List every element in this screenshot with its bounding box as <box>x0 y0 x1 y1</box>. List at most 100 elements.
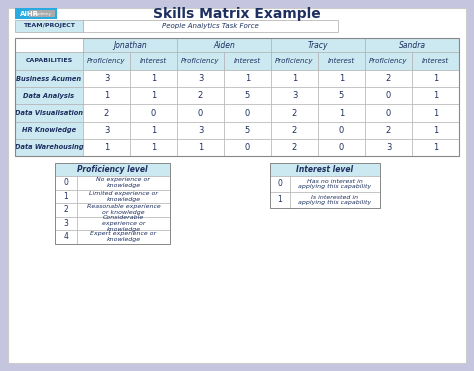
Bar <box>224 87 271 104</box>
Text: 0: 0 <box>245 108 250 118</box>
Bar <box>271 104 318 122</box>
Bar <box>15 52 83 70</box>
Text: 0: 0 <box>64 178 68 187</box>
Text: CAPABILITIES: CAPABILITIES <box>26 59 73 63</box>
Text: Has no interest in
applying this capability: Has no interest in applying this capabil… <box>298 178 372 190</box>
Bar <box>365 104 412 122</box>
Bar <box>177 70 224 87</box>
Text: 0: 0 <box>386 108 391 118</box>
Text: Limited experience or
knowledge: Limited experience or knowledge <box>89 191 158 202</box>
Text: HR Knowledge: HR Knowledge <box>22 127 76 133</box>
Text: Proficiency level: Proficiency level <box>77 165 148 174</box>
Text: 4: 4 <box>64 232 68 241</box>
Bar <box>270 192 290 208</box>
Bar <box>15 122 83 139</box>
Bar <box>55 163 170 243</box>
Bar <box>177 52 224 70</box>
Bar <box>318 104 365 122</box>
Text: 1: 1 <box>433 108 438 118</box>
Bar <box>224 104 271 122</box>
Bar <box>318 139 365 156</box>
Bar <box>365 70 412 87</box>
Text: Tracy: Tracy <box>308 40 328 49</box>
Text: Interest level: Interest level <box>296 165 354 174</box>
Text: 2: 2 <box>198 91 203 100</box>
Text: academy: academy <box>33 12 52 16</box>
Text: 3: 3 <box>386 143 391 152</box>
Text: 3: 3 <box>198 126 203 135</box>
Text: 3: 3 <box>292 91 297 100</box>
Bar <box>318 70 365 87</box>
Text: 1: 1 <box>433 91 438 100</box>
Bar <box>271 122 318 139</box>
Bar <box>271 139 318 156</box>
Text: 1: 1 <box>339 74 344 83</box>
Text: 1: 1 <box>151 74 156 83</box>
Text: 1: 1 <box>104 143 109 152</box>
Text: Reasonable experience
or knowledge: Reasonable experience or knowledge <box>87 204 160 215</box>
Text: 2: 2 <box>292 126 297 135</box>
Bar <box>365 139 412 156</box>
Bar <box>15 20 83 32</box>
Text: 5: 5 <box>339 91 344 100</box>
Bar <box>130 70 177 87</box>
Bar <box>83 139 130 156</box>
Bar <box>412 139 459 156</box>
Bar <box>15 38 83 52</box>
Bar <box>177 87 224 104</box>
Bar <box>271 38 365 52</box>
Text: 2: 2 <box>104 108 109 118</box>
Bar <box>290 192 380 208</box>
Text: 1: 1 <box>433 126 438 135</box>
Text: 1: 1 <box>433 143 438 152</box>
Bar <box>365 52 412 70</box>
Text: Expert experience or
knowledge: Expert experience or knowledge <box>91 232 156 242</box>
Text: 3: 3 <box>198 74 203 83</box>
Bar <box>271 87 318 104</box>
Bar <box>130 87 177 104</box>
Text: 0: 0 <box>386 91 391 100</box>
Bar <box>130 122 177 139</box>
Text: 1: 1 <box>433 74 438 83</box>
Text: 0: 0 <box>245 143 250 152</box>
Text: Considerable
experience or
knowledge: Considerable experience or knowledge <box>102 215 145 232</box>
Bar <box>365 122 412 139</box>
Text: 3: 3 <box>104 74 109 83</box>
Text: Proficiency: Proficiency <box>181 58 220 64</box>
Bar <box>15 38 459 156</box>
Bar <box>224 139 271 156</box>
Text: 3: 3 <box>104 126 109 135</box>
Bar <box>130 52 177 70</box>
Bar <box>15 8 57 19</box>
Bar <box>83 122 130 139</box>
Bar <box>270 176 290 192</box>
Bar <box>15 104 83 122</box>
Text: People Analytics Task Force: People Analytics Task Force <box>162 23 259 29</box>
Bar <box>412 87 459 104</box>
Bar <box>130 104 177 122</box>
Bar <box>412 70 459 87</box>
Text: 1: 1 <box>64 192 68 201</box>
Bar <box>83 70 130 87</box>
Bar <box>271 70 318 87</box>
Text: 0: 0 <box>339 126 344 135</box>
Bar <box>412 104 459 122</box>
Text: Business Acumen: Business Acumen <box>17 76 82 82</box>
Text: 5: 5 <box>245 126 250 135</box>
Text: 0: 0 <box>151 108 156 118</box>
Text: Proficiency: Proficiency <box>275 58 314 64</box>
Text: 1: 1 <box>245 74 250 83</box>
Bar <box>15 139 83 156</box>
Bar <box>77 203 170 217</box>
Bar <box>83 20 338 32</box>
Bar <box>270 163 380 208</box>
Text: TEAM/PROJECT: TEAM/PROJECT <box>23 23 75 29</box>
Text: 1: 1 <box>151 126 156 135</box>
Text: 2: 2 <box>386 126 391 135</box>
Bar <box>318 52 365 70</box>
Bar <box>318 87 365 104</box>
Bar <box>77 176 170 190</box>
Text: Proficiency: Proficiency <box>87 58 126 64</box>
Text: Aiden: Aiden <box>213 40 235 49</box>
Text: Interest: Interest <box>328 58 355 64</box>
